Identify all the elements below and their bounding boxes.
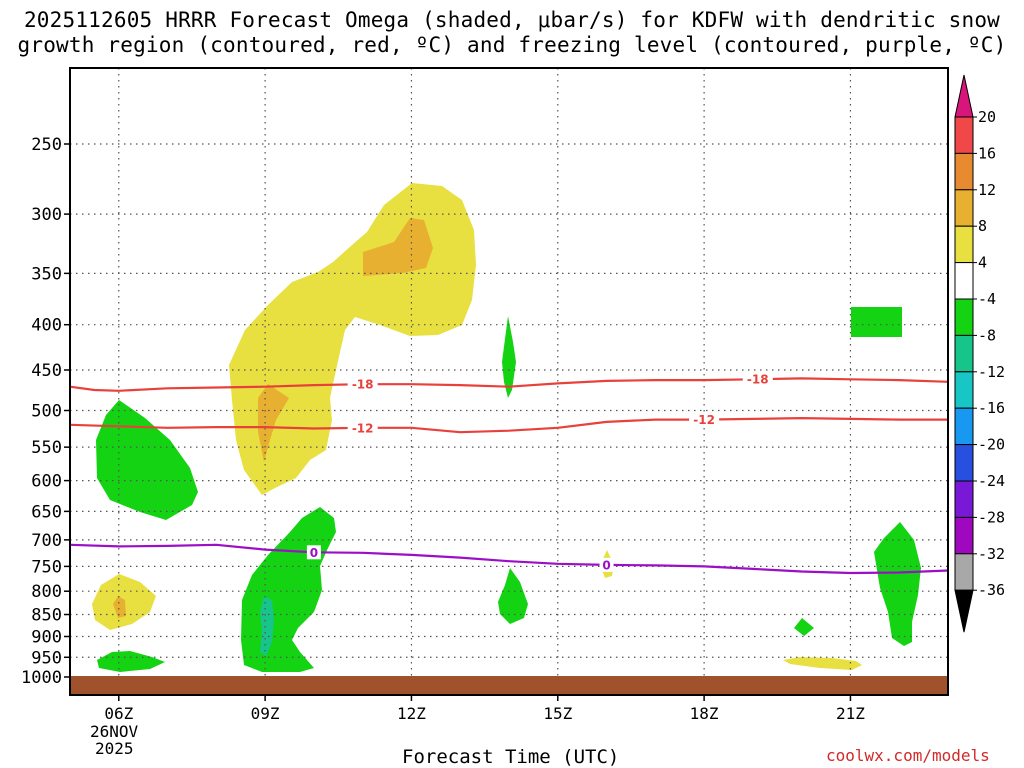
colorbar-label-9: -20 bbox=[978, 436, 1005, 454]
omega-region-neg-west bbox=[96, 400, 198, 520]
contour-lines: -18 -18 -12 -12 0 0 bbox=[69, 372, 949, 575]
colorbar-label-2: 12 bbox=[978, 181, 996, 199]
y-tick-label-500: 500 bbox=[31, 402, 62, 422]
colorbar-label-12: -32 bbox=[978, 545, 1005, 563]
contour-label-bg-1-0 bbox=[347, 420, 378, 435]
contour-line-2 bbox=[69, 543, 949, 575]
colorbar-box-2 bbox=[954, 152, 974, 191]
y-tick-label-300: 300 bbox=[31, 205, 62, 225]
colorbar-label-7: -12 bbox=[978, 363, 1005, 381]
colorbar-box-1 bbox=[954, 116, 974, 154]
omega-region-neg-box bbox=[851, 307, 902, 337]
omega-shading bbox=[92, 183, 921, 672]
colorbar-box-6 bbox=[954, 298, 974, 336]
contour-label-bg-0-1 bbox=[742, 372, 773, 387]
y-tick-label-450: 450 bbox=[31, 361, 62, 381]
y-tick-label-700: 700 bbox=[31, 531, 62, 551]
date-label-day: 26NOV bbox=[90, 722, 139, 741]
omega-region-neg-14z-lower bbox=[498, 568, 528, 624]
colorbar-box-11 bbox=[954, 480, 974, 518]
y-tick-label-650: 650 bbox=[31, 502, 62, 522]
omega-region-neg-14z-upper bbox=[502, 316, 516, 398]
x-tick-label-21Z: 21Z bbox=[836, 704, 865, 723]
omega-region-8-12-mid bbox=[258, 384, 289, 462]
contour-label-2-0: 0 bbox=[310, 546, 318, 560]
plot-axes: 2503003504004505005506006507007508008509… bbox=[21, 135, 865, 723]
omega-region-8-12-lowleft bbox=[113, 596, 126, 618]
omega-region-8-12-upper bbox=[363, 218, 433, 276]
contour-label-0-1: -18 bbox=[747, 373, 769, 387]
colorbar-box-8 bbox=[954, 371, 974, 409]
y-tick-label-850: 850 bbox=[31, 606, 62, 626]
contour-label-1-1: -12 bbox=[693, 413, 715, 427]
date-label-year: 2025 bbox=[95, 739, 134, 758]
y-tick-label-800: 800 bbox=[31, 582, 62, 602]
x-tick-label-12Z: 12Z bbox=[397, 704, 426, 723]
colorbar-label-4: 4 bbox=[978, 254, 987, 272]
omega-region-neg-lowleft bbox=[97, 651, 165, 672]
colorbar-label-8: -16 bbox=[978, 399, 1005, 417]
contour-line-1 bbox=[69, 417, 948, 434]
x-tick-label-18Z: 18Z bbox=[690, 704, 719, 723]
colorbar-label-0: 20 bbox=[978, 108, 996, 126]
contour-label-1-0: -12 bbox=[352, 421, 374, 435]
colorbar-box-13 bbox=[954, 553, 974, 591]
y-tick-label-250: 250 bbox=[31, 135, 62, 155]
plot-frame bbox=[69, 67, 949, 696]
contour-label-bg-1-1 bbox=[689, 412, 720, 427]
colorbar-box-10 bbox=[954, 444, 974, 482]
contour-label-2-1: 0 bbox=[602, 558, 610, 572]
colorbar-box-4 bbox=[954, 225, 974, 264]
x-tick-label-15Z: 15Z bbox=[543, 704, 572, 723]
x-tick-label-06Z: 06Z bbox=[104, 704, 133, 723]
colorbar-box-3 bbox=[954, 189, 974, 227]
omega-region-4-8-surface bbox=[783, 657, 862, 670]
colorbar-label-13: -36 bbox=[978, 581, 1005, 599]
contour-label-bg-2-1 bbox=[599, 557, 614, 572]
colorbar-box-5 bbox=[954, 262, 974, 300]
colorbar-label-6: -8 bbox=[978, 326, 996, 344]
colorbar-label-3: 8 bbox=[978, 217, 987, 235]
credit-link[interactable]: coolwx.com/models bbox=[826, 746, 990, 765]
y-tick-label-900: 900 bbox=[31, 627, 62, 647]
colorbar-top-arrow bbox=[954, 74, 974, 118]
colorbar-bottom-arrow bbox=[954, 589, 974, 633]
colorbar: 20 16 12 8 4 -4 -8 -12 -16 -20 -24 -28 -32 -36 bbox=[954, 74, 1005, 633]
omega-region-neg-20z bbox=[794, 618, 814, 636]
y-tick-label-550: 550 bbox=[31, 438, 62, 458]
omega-region-neg-east bbox=[874, 522, 921, 646]
colorbar-label-10: -24 bbox=[978, 472, 1005, 490]
contour-line-0 bbox=[69, 377, 949, 392]
chart-title-line-2: growth region (contoured, red, ºC) and f… bbox=[17, 33, 1007, 57]
y-tick-label-950: 950 bbox=[31, 648, 62, 668]
contour-label-bg-0-0 bbox=[347, 377, 378, 392]
x-axis-title: Forecast Time (UTC) bbox=[402, 746, 620, 768]
colorbar-label-1: 16 bbox=[978, 144, 996, 162]
colorbar-label-5: -4 bbox=[978, 290, 996, 308]
ground-surface bbox=[70, 676, 948, 695]
y-tick-label-350: 350 bbox=[31, 264, 62, 284]
y-tick-label-750: 750 bbox=[31, 557, 62, 577]
colorbar-box-7 bbox=[954, 334, 974, 373]
y-tick-label-600: 600 bbox=[31, 472, 62, 492]
y-tick-label-1000: 1000 bbox=[21, 668, 62, 688]
chart-title-line-1: 2025112605 HRRR Forecast Omega (shaded, … bbox=[23, 8, 1001, 32]
colorbar-label-11: -28 bbox=[978, 508, 1005, 526]
contour-label-bg-2-0 bbox=[306, 545, 321, 560]
colorbar-box-12 bbox=[954, 516, 974, 555]
omega-region-neg-core bbox=[260, 596, 274, 656]
x-tick-label-09Z: 09Z bbox=[251, 704, 280, 723]
colorbar-box-9 bbox=[954, 407, 974, 446]
y-tick-label-400: 400 bbox=[31, 316, 62, 336]
contour-label-0-0: -18 bbox=[352, 378, 374, 392]
